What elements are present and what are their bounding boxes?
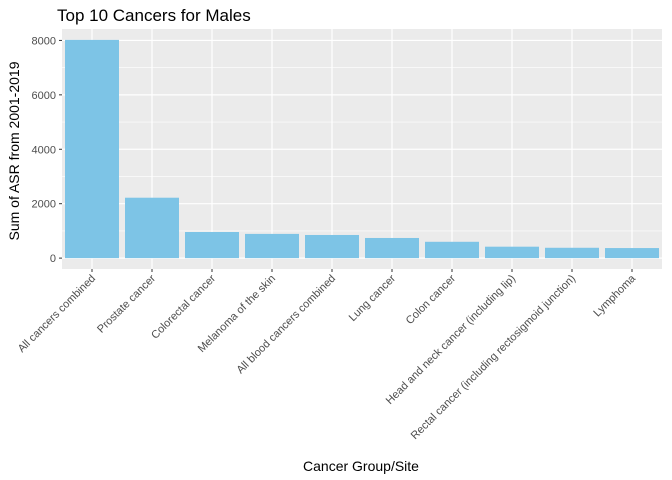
bar [545,247,599,259]
bar [605,248,659,259]
x-tick-label: Prostate cancer [95,272,158,335]
y-axis-title: Sum of ASR from 2001-2019 [6,61,22,240]
y-axis: 0 2000 4000 6000 8000 [32,35,62,265]
bar [305,234,359,259]
bars [65,39,659,259]
x-tick-label: Colon cancer [404,272,459,327]
x-tick-label: Head and neck cancer (including lip) [384,273,518,407]
y-tick-label: 0 [50,253,56,265]
x-axis-title: Cancer Group/Site [303,458,419,474]
y-tick-label: 2000 [32,199,56,211]
bar [365,237,419,259]
y-tick-label: 4000 [32,144,56,156]
chart-title: Top 10 Cancers for Males [57,6,251,25]
bar [125,197,179,259]
bar [245,233,299,259]
bar [65,39,119,259]
bar [185,231,239,259]
y-tick-label: 6000 [32,90,56,102]
x-tick-label: All cancers combined [16,273,98,355]
x-tick-label: Lymphoma [591,272,638,319]
bar [485,246,539,259]
x-tick-label: Colorectal cancer [149,272,218,341]
y-tick-label: 8000 [32,35,56,47]
x-tick-label: Lung cancer [347,272,399,324]
bar [425,241,479,259]
x-tick-label: All blood cancers combined [235,273,339,377]
